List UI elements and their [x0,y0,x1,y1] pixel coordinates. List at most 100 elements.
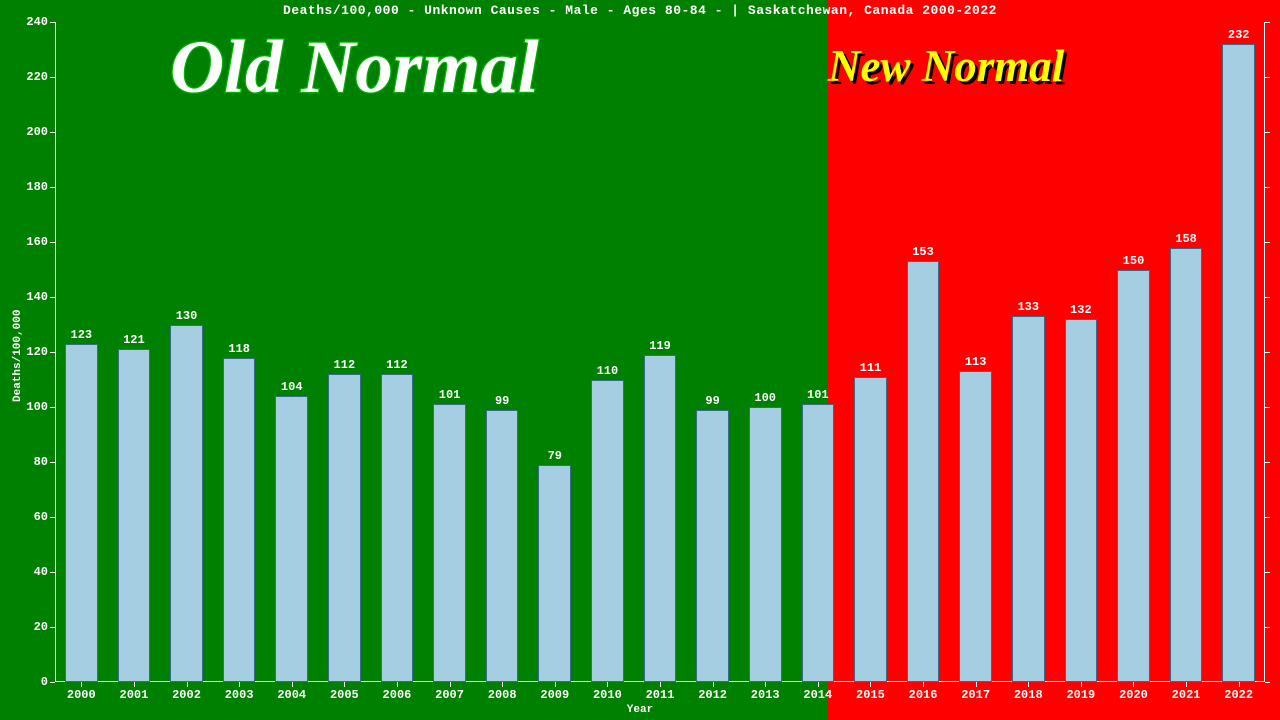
x-tick-label: 2019 [1066,688,1095,702]
bar-value-label: 100 [754,391,776,405]
bar [433,404,466,682]
bar-value-label: 153 [912,245,934,259]
bar-value-label: 112 [334,358,356,372]
x-tick-label: 2007 [435,688,464,702]
x-tick-label: 2005 [330,688,359,702]
x-tick-label: 2002 [172,688,201,702]
bar-value-label: 121 [123,333,145,347]
y-tick-mark [50,352,55,353]
x-tick-mark [239,682,240,687]
bar-value-label: 130 [176,309,198,323]
x-tick-label: 2011 [646,688,675,702]
y-tick-mark [50,22,55,23]
x-tick-label: 2000 [67,688,96,702]
bar [1170,248,1203,683]
y-tick-mark [50,572,55,573]
x-tick-label: 2006 [383,688,412,702]
x-tick-mark [450,682,451,687]
bar [1065,319,1098,682]
bar [275,396,308,682]
x-tick-label: 2012 [698,688,727,702]
bar [854,377,887,682]
x-tick-mark [344,682,345,687]
y-tick-mark [1265,407,1270,408]
x-tick-label: 2015 [856,688,885,702]
y-tick-mark [50,407,55,408]
y-tick-label: 80 [20,455,48,469]
bar-value-label: 119 [649,339,671,353]
y-tick-label: 220 [20,70,48,84]
y-tick-label: 180 [20,180,48,194]
bar [1117,270,1150,683]
y-tick-mark [1265,462,1270,463]
bar-value-label: 150 [1123,254,1145,268]
y-tick-mark [1265,242,1270,243]
chart-title: Deaths/100,000 - Unknown Causes - Male -… [0,3,1280,18]
bar-value-label: 110 [597,364,619,378]
x-tick-mark [765,682,766,687]
bar-value-label: 112 [386,358,408,372]
y-tick-label: 60 [20,510,48,524]
x-tick-label: 2013 [751,688,780,702]
y-tick-mark [1265,187,1270,188]
x-tick-mark [1186,682,1187,687]
x-tick-mark [397,682,398,687]
annotation-old-normal: Old Normal [170,25,539,111]
x-tick-label: 2010 [593,688,622,702]
bar [696,410,729,682]
bar-value-label: 99 [495,394,509,408]
bar [538,465,571,682]
y-tick-mark [1265,77,1270,78]
bar-value-label: 133 [1017,300,1039,314]
y-tick-label: 120 [20,345,48,359]
bar-value-label: 101 [439,388,461,402]
annotation-new-normal: New Normal [828,40,1064,92]
bar [1012,316,1045,682]
y-tick-label: 40 [20,565,48,579]
y-tick-mark [50,297,55,298]
y-tick-mark [50,682,55,683]
bar [644,355,677,682]
y-tick-label: 200 [20,125,48,139]
x-tick-label: 2008 [488,688,517,702]
y-tick-mark [50,77,55,78]
y-tick-mark [1265,352,1270,353]
bar [959,371,992,682]
bar [328,374,361,682]
y-tick-mark [1265,682,1270,683]
x-tick-label: 2009 [540,688,569,702]
x-axis-label: Year [0,704,1280,716]
bar-value-label: 132 [1070,303,1092,317]
y-tick-label: 100 [20,400,48,414]
x-tick-mark [1133,682,1134,687]
y-tick-mark [1265,22,1270,23]
y-tick-label: 240 [20,15,48,29]
x-tick-mark [923,682,924,687]
bar [170,325,203,683]
bar-value-label: 104 [281,380,303,394]
x-tick-mark [555,682,556,687]
x-tick-mark [292,682,293,687]
y-tick-label: 160 [20,235,48,249]
bar-value-label: 123 [70,328,92,342]
x-tick-label: 2017 [961,688,990,702]
bar-value-label: 232 [1228,28,1250,42]
bar-value-label: 118 [228,342,250,356]
chart-container: Deaths/100,000 - Unknown Causes - Male -… [0,0,1280,720]
bar [381,374,414,682]
x-tick-mark [502,682,503,687]
bar [749,407,782,682]
x-tick-mark [607,682,608,687]
y-tick-mark [50,627,55,628]
x-tick-label: 2003 [225,688,254,702]
bar [1222,44,1255,682]
x-tick-label: 2020 [1119,688,1148,702]
bar-value-label: 158 [1175,232,1197,246]
bar-value-label: 79 [548,449,562,463]
bar-value-label: 99 [705,394,719,408]
x-tick-mark [81,682,82,687]
x-tick-mark [660,682,661,687]
bar [802,404,835,682]
x-tick-mark [1028,682,1029,687]
bar-value-label: 111 [860,361,882,375]
